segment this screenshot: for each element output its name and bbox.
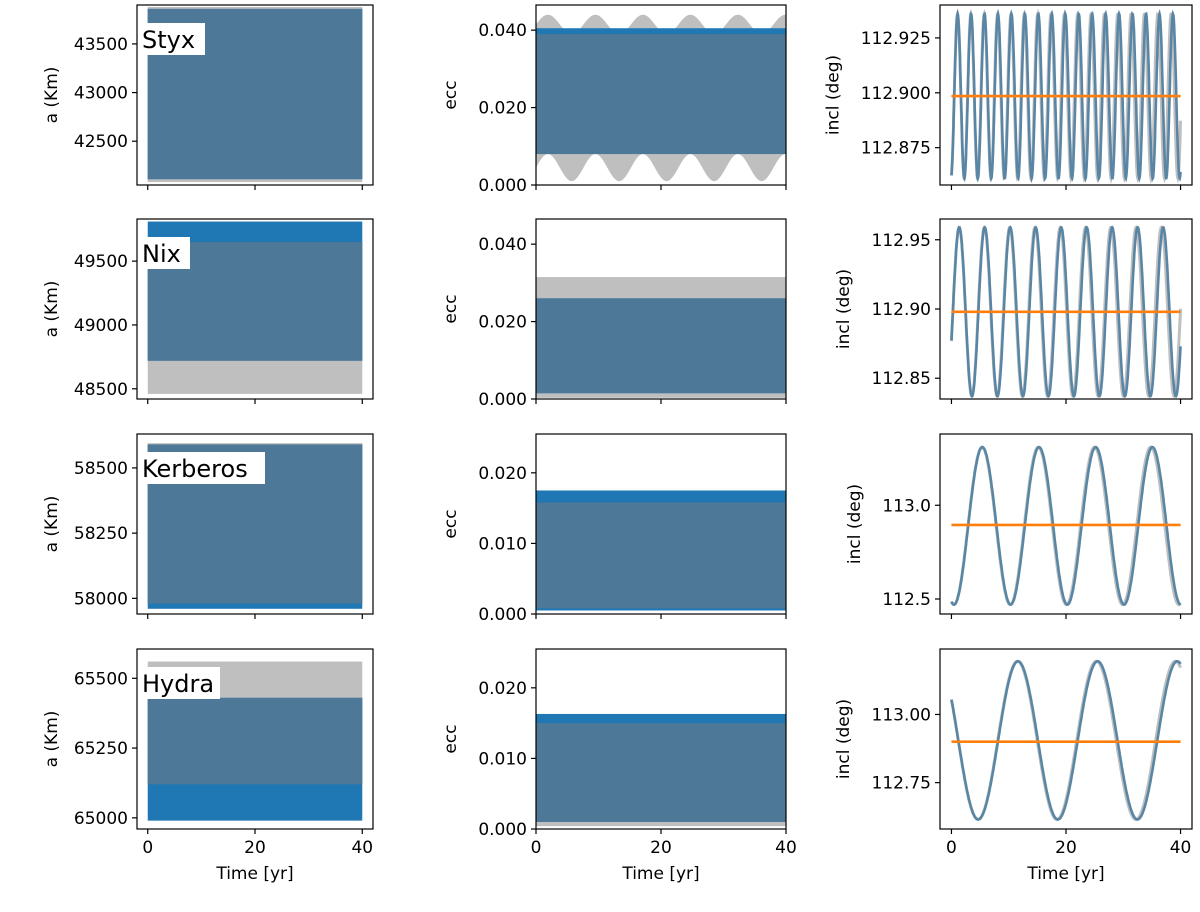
panel-5: 0.000 0.020 0.040 ecc	[441, 218, 787, 410]
panel-3: 112.875 112.900 112.925 incl (deg)	[823, 4, 1193, 190]
plot-area	[950, 8, 1182, 185]
overlap-band	[536, 34, 786, 155]
y-tick-label: 112.875	[861, 139, 931, 159]
plot-area	[950, 659, 1182, 822]
y-axis-label: ecc	[441, 80, 461, 109]
y-tick-label: 112.95	[872, 231, 931, 251]
moon-label-box	[139, 667, 220, 699]
y-tick-label: 0.010	[478, 749, 527, 769]
y-tick-label: 42500	[74, 132, 128, 152]
x-axis-label: Time [yr]	[1026, 864, 1104, 884]
overlap-band	[147, 697, 363, 785]
y-tick-label: 112.925	[861, 29, 931, 49]
plot-area	[536, 277, 786, 398]
y-tick-label: 65250	[74, 739, 128, 759]
y-tick-label: 0.000	[478, 605, 527, 625]
panel-10: 65000 65250 65500 0 20 40 Time [yr] a (Km) Hydra	[42, 648, 374, 884]
panel-2: 0.000 0.020 0.040 ecc	[441, 4, 787, 196]
y-tick-label: 0.000	[478, 820, 527, 840]
plot-area	[536, 713, 786, 827]
y-axis-label: ecc	[441, 724, 461, 753]
plot-area	[950, 445, 1182, 607]
panel-12: 112.75 113.00 0 20 40 Time [yr] incl (deg)	[834, 648, 1193, 884]
x-tick-label: 20	[650, 838, 672, 858]
y-tick-label: 58250	[74, 524, 128, 544]
moon-label: Nix	[142, 240, 181, 268]
plot-area	[536, 490, 786, 611]
y-tick-label: 112.85	[872, 369, 931, 389]
y-tick-label: 58500	[74, 459, 128, 479]
moon-label-box	[139, 237, 190, 269]
y-tick-label: 0.020	[478, 99, 527, 119]
y-tick-label: 0.040	[478, 235, 527, 255]
x-tick-label: 0	[946, 838, 957, 858]
x-tick-label: 0	[531, 838, 542, 858]
panel-9: 112.5 113.0 incl (deg)	[845, 433, 1193, 619]
reference-line	[950, 659, 1182, 822]
y-tick-label: 0.040	[478, 21, 527, 41]
panel-6: 112.85 112.90 112.95 incl (deg)	[834, 218, 1193, 404]
y-tick-label: 113.0	[882, 496, 931, 516]
overlap-band	[536, 723, 786, 822]
x-axis-label: Time [yr]	[215, 864, 293, 884]
y-tick-label: 112.75	[872, 774, 931, 794]
y-axis-label: incl (deg)	[845, 484, 865, 564]
x-axis-label: Time [yr]	[621, 864, 699, 884]
panel-11: 0.000 0.010 0.020 0 20 40 Time [yr] ecc	[441, 648, 797, 884]
inclination-line	[950, 660, 1182, 821]
plot-area	[536, 14, 786, 182]
y-tick-label: 49000	[74, 316, 128, 336]
y-tick-label: 65000	[74, 809, 128, 829]
y-tick-label: 43500	[74, 35, 128, 55]
panel-7: 58000 58250 58500 a (Km) Kerberos	[42, 433, 374, 619]
panel-8: 0.000 0.010 0.020 ecc	[441, 433, 787, 625]
y-tick-label: 112.90	[872, 300, 931, 320]
y-tick-label: 112.900	[861, 84, 931, 104]
y-tick-label: 65500	[74, 669, 128, 689]
moon-label-box	[139, 23, 205, 55]
x-tick-label: 40	[1170, 838, 1192, 858]
inclination-line	[950, 225, 1182, 399]
y-tick-label: 0.010	[478, 534, 527, 554]
y-tick-label: 112.5	[882, 590, 931, 610]
y-axis-label: a (Km)	[42, 711, 62, 768]
y-axis-label: incl (deg)	[834, 269, 854, 349]
y-tick-label: 43000	[74, 84, 128, 104]
y-tick-label: 49500	[74, 252, 128, 272]
y-tick-label: 0.020	[478, 679, 527, 699]
moon-label: Kerberos	[142, 455, 248, 483]
y-tick-label: 0.000	[478, 390, 527, 410]
y-axis-label: ecc	[441, 294, 461, 323]
overlap-band	[536, 298, 786, 394]
y-tick-label: 48500	[74, 380, 128, 400]
x-tick-label: 40	[351, 838, 373, 858]
overlap-band	[536, 502, 786, 609]
moon-label: Styx	[142, 26, 195, 54]
x-tick-label: 0	[142, 838, 153, 858]
y-tick-label: 113.00	[872, 705, 931, 725]
panel-4: 48500 49000 49500 a (Km) Nix	[42, 218, 374, 404]
y-axis-label: a (Km)	[42, 67, 62, 124]
x-tick-label: 40	[775, 838, 797, 858]
inclination-line	[950, 8, 1182, 184]
y-axis-label: a (Km)	[42, 496, 62, 553]
panel-1: 42500 43000 43500 a (Km) Styx	[42, 4, 374, 190]
plot-area	[950, 225, 1182, 399]
y-axis-label: a (Km)	[42, 281, 62, 338]
y-axis-label: ecc	[441, 509, 461, 538]
x-tick-label: 20	[1055, 838, 1077, 858]
y-tick-label: 58000	[74, 589, 128, 609]
moon-label-box	[139, 452, 265, 484]
moon-label: Hydra	[142, 670, 214, 698]
y-tick-label: 0.020	[478, 313, 527, 333]
x-tick-label: 20	[244, 838, 266, 858]
inclination-line	[950, 445, 1182, 606]
y-axis-label: incl (deg)	[834, 699, 854, 779]
y-tick-label: 0.020	[478, 464, 527, 484]
y-tick-label: 0.000	[478, 176, 527, 196]
y-axis-label: incl (deg)	[823, 55, 843, 135]
